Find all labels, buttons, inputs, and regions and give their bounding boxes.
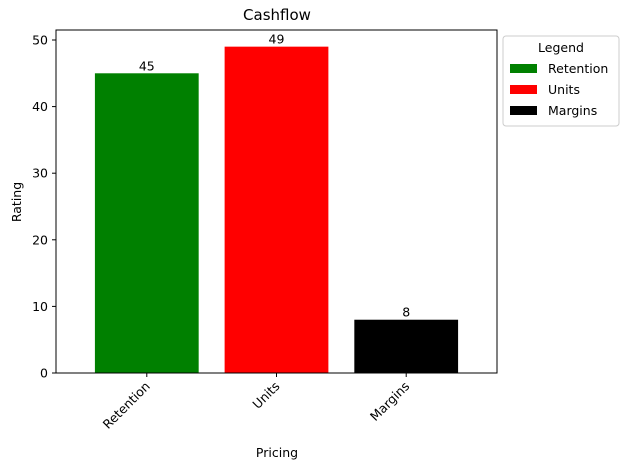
plot-area: 45 49 8 — [94, 32, 459, 374]
legend-title: Legend — [538, 40, 584, 55]
x-axis: Retention Units Margins — [100, 373, 412, 432]
y-axis: 0 10 20 30 40 50 — [32, 32, 56, 381]
x-tick-label: Units — [249, 379, 282, 412]
x-tick-label: Retention — [100, 379, 153, 432]
y-tick-label: 40 — [32, 99, 48, 114]
legend: Legend Retention Units Margins — [502, 35, 620, 127]
bar-margins — [354, 319, 459, 373]
y-tick-label: 50 — [32, 32, 48, 47]
y-tick-label: 10 — [32, 299, 48, 314]
y-tick-label: 20 — [32, 232, 48, 247]
bar-units — [224, 46, 329, 374]
chart-title: Cashflow — [243, 6, 311, 24]
data-label-units: 49 — [269, 32, 285, 47]
y-tick-label: 30 — [32, 166, 48, 181]
data-label-margins: 8 — [402, 305, 410, 320]
y-axis-label: Rating — [9, 182, 24, 222]
legend-label-retention: Retention — [548, 61, 608, 76]
x-axis-label: Pricing — [256, 445, 298, 460]
y-tick-label: 0 — [40, 366, 48, 381]
bar-retention — [94, 73, 199, 373]
x-tick-label: Margins — [367, 379, 412, 424]
legend-swatch-units — [510, 85, 537, 94]
legend-label-units: Units — [548, 82, 580, 97]
legend-frame — [502, 35, 620, 127]
data-label-retention: 45 — [139, 58, 155, 73]
legend-swatch-margins — [510, 106, 537, 115]
legend-label-margins: Margins — [548, 103, 597, 118]
legend-swatch-retention — [510, 64, 537, 73]
